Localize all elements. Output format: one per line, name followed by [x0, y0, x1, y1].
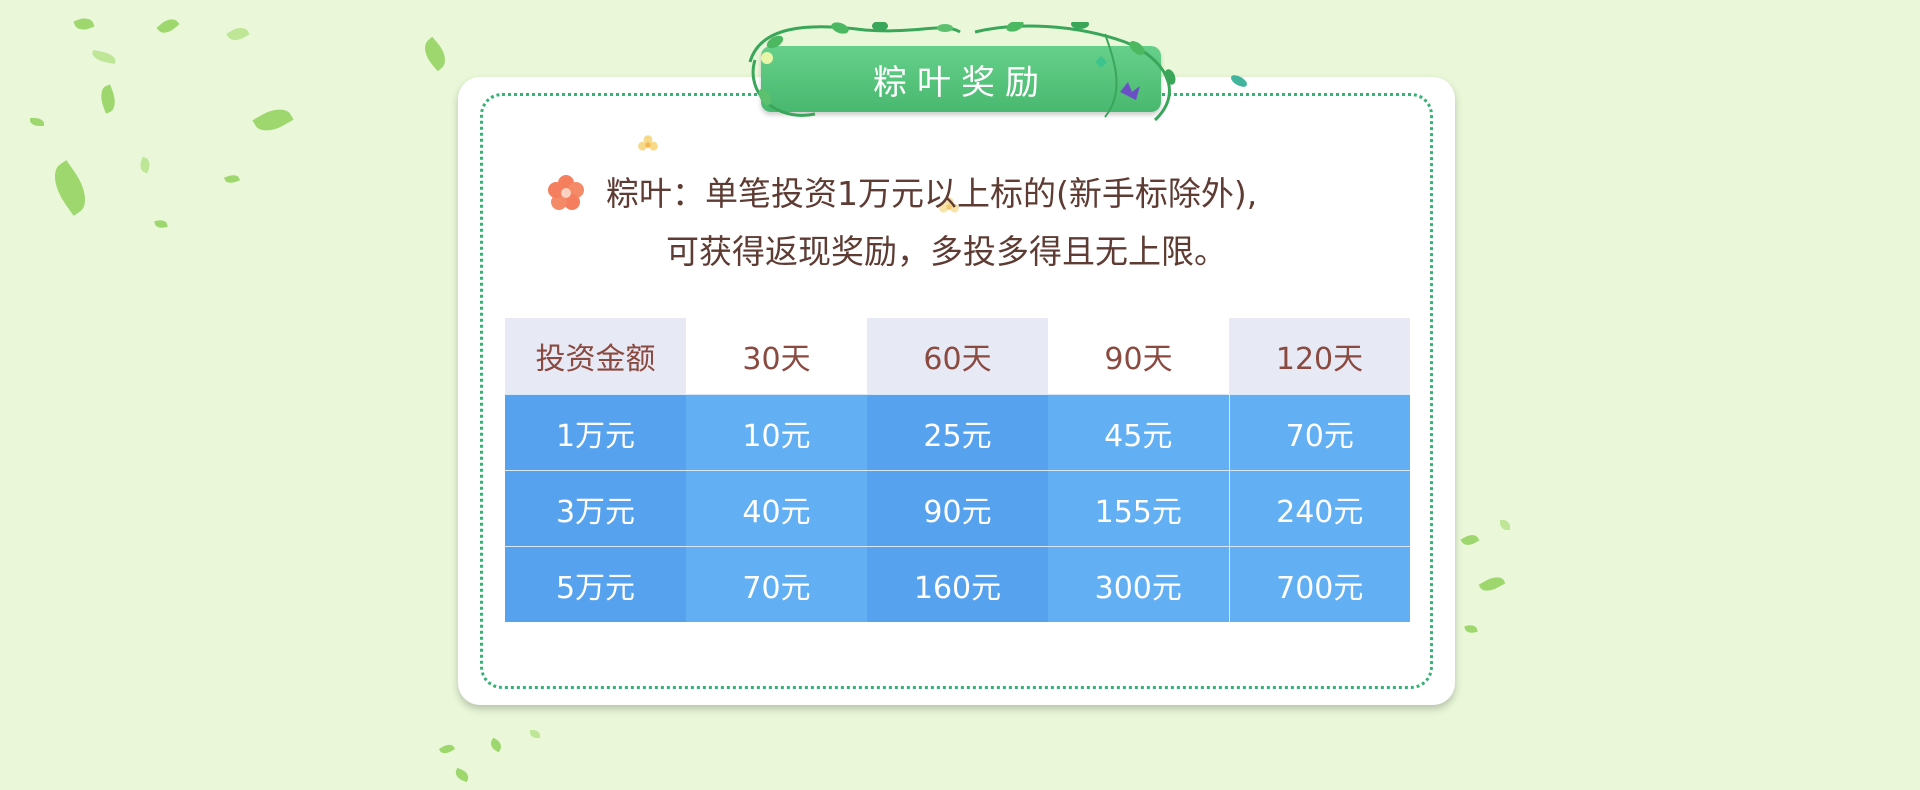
table-cell: 1万元 [505, 394, 686, 471]
leaf-icon [488, 737, 504, 753]
header-120-days: 120天 [1229, 318, 1410, 395]
table-header-row: 投资金额 30天 60天 90天 120天 [505, 318, 1410, 395]
table-row: 5万元 70元 160元 300元 700元 [505, 546, 1410, 622]
table-cell: 10元 [686, 394, 867, 471]
leaf-icon [156, 14, 180, 38]
table-row: 1万元 10元 25元 45元 70元 [505, 394, 1410, 471]
leaf-icon [1460, 531, 1480, 549]
leaf-icon [530, 730, 540, 738]
table-cell: 300元 [1048, 546, 1229, 622]
table-cell: 5万元 [505, 546, 686, 622]
description-line-1: 粽叶：单笔投资1万元以上标的(新手标除外), [606, 174, 1258, 213]
table-cell: 25元 [867, 394, 1048, 471]
header-amount: 投资金额 [505, 318, 686, 395]
leaf-icon [224, 172, 240, 186]
header-30-days: 30天 [686, 318, 867, 395]
leaf-icon [154, 219, 168, 229]
header-60-days: 60天 [867, 318, 1048, 395]
leaf-icon [73, 15, 95, 33]
leaf-icon [30, 118, 44, 126]
header-90-days: 90天 [1048, 318, 1229, 395]
flower-sparkle-icon [939, 197, 959, 213]
leaf-icon [252, 102, 294, 138]
leaf-icon [137, 156, 153, 174]
leaf-icon [226, 23, 250, 45]
table-row: 3万元 40元 90元 155元 240元 [505, 470, 1410, 547]
table-cell: 45元 [1048, 394, 1229, 471]
description-line-2: 可获得返现奖励，多投多得且无上限。 [666, 232, 1227, 271]
leaf-icon [96, 84, 120, 114]
table-cell: 70元 [686, 546, 867, 622]
leaf-icon [1231, 75, 1247, 87]
flower-sparkle-icon [638, 135, 658, 151]
table-cell: 155元 [1048, 470, 1229, 547]
reward-table: 投资金额 30天 60天 90天 120天 1万元 10元 25元 45元 70… [505, 318, 1410, 622]
table-cell: 3万元 [505, 470, 686, 547]
table-cell: 90元 [867, 470, 1048, 547]
title-area: 粽叶奖励 [745, 22, 1195, 122]
leaf-icon [91, 49, 117, 65]
page-title: 粽叶奖励 [873, 62, 1049, 103]
table-cell: 240元 [1228, 470, 1410, 547]
leaf-icon [1500, 520, 1510, 530]
table-cell: 160元 [867, 546, 1048, 622]
leaf-icon [1478, 572, 1506, 596]
table-cell: 70元 [1228, 394, 1410, 471]
table-cell: 700元 [1228, 546, 1410, 622]
table-cell: 40元 [686, 470, 867, 547]
leaf-icon [453, 767, 471, 783]
title-banner: 粽叶奖励 [761, 46, 1161, 112]
leaf-icon [438, 742, 456, 756]
leaf-icon [45, 160, 95, 216]
leaf-icon [1464, 624, 1478, 634]
flower-icon [548, 175, 584, 210]
leaf-icon [418, 36, 452, 72]
